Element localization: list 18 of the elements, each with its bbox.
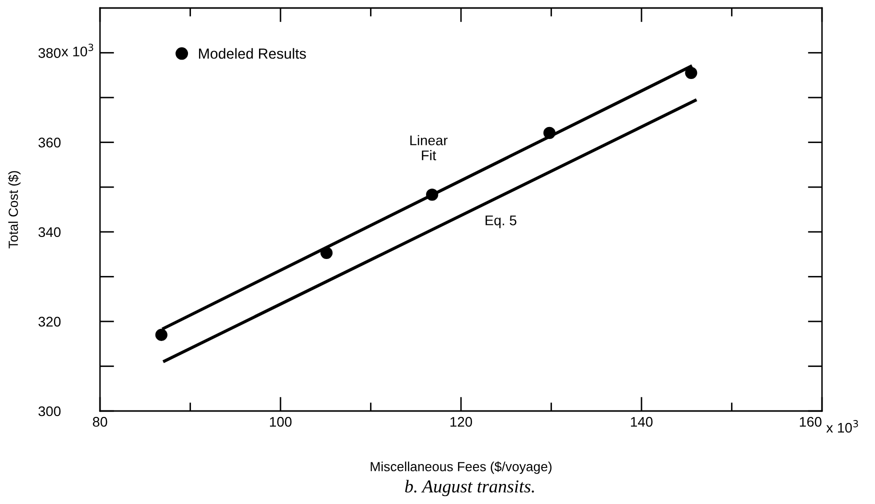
x-axis-title: Miscellaneous Fees ($/voyage) bbox=[370, 461, 552, 474]
x-tick-label: 120 bbox=[450, 416, 472, 427]
y-axis-title: Total Cost ($) bbox=[8, 171, 21, 248]
y-tick-label: 380 bbox=[38, 48, 61, 58]
y-tick-label: 320 bbox=[38, 316, 61, 327]
text: x 10$^{3}$ bbox=[826, 420, 858, 433]
legend-label: Modeled Results bbox=[199, 48, 306, 59]
x-tick-label: 160 bbox=[800, 416, 822, 427]
x-tick-label: 100 bbox=[270, 416, 292, 427]
text: b. August transits. bbox=[405, 480, 534, 496]
y-tick-label: 340 bbox=[38, 227, 61, 238]
annotation: Eq. 5 bbox=[486, 216, 516, 228]
y-tick-label: 360 bbox=[38, 138, 61, 148]
y-tick-label: 300 bbox=[38, 406, 61, 416]
text: x 10$^{3}$ bbox=[62, 44, 94, 56]
x-tick-label: 80 bbox=[92, 416, 108, 427]
annotation: Linear Fit bbox=[410, 135, 448, 160]
x-tick-label: 140 bbox=[630, 416, 653, 427]
